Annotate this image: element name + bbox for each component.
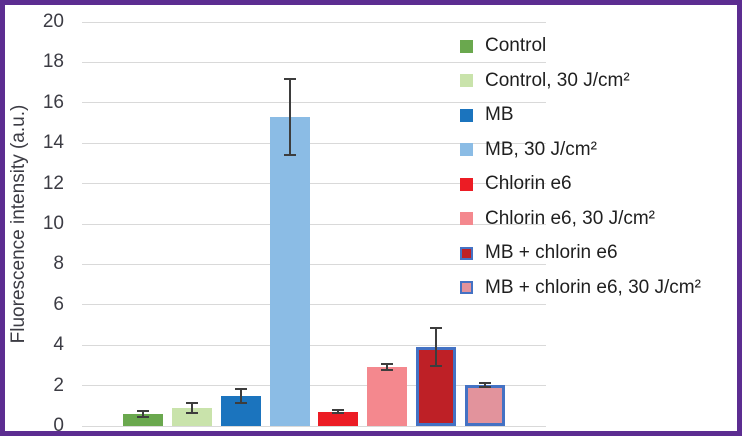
gridline	[82, 21, 546, 23]
legend-swatch	[460, 281, 473, 294]
y-tick-label: 6	[53, 293, 64, 315]
error-bar-cap	[185, 411, 198, 414]
gridline	[82, 263, 546, 265]
y-tick-label: 20	[42, 11, 64, 32]
error-bar	[435, 328, 438, 367]
bar	[318, 411, 359, 426]
error-bar-cap	[479, 381, 492, 384]
error-bar	[190, 402, 193, 413]
legend-swatch	[460, 212, 473, 225]
error-bar-cap	[283, 77, 296, 80]
error-bar-cap	[430, 365, 443, 368]
error-bar-cap	[381, 369, 394, 372]
legend-swatch	[460, 177, 473, 191]
error-bar-cap	[283, 154, 296, 157]
gridline	[82, 102, 546, 104]
error-bar-cap	[332, 412, 345, 415]
error-bar-cap	[381, 363, 394, 366]
y-tick-label: 2	[53, 374, 64, 396]
legend-item: Chlorin e6	[460, 174, 572, 194]
bar	[123, 413, 163, 426]
gridline	[82, 304, 546, 306]
error-bar-cap	[332, 409, 345, 412]
legend-item: MB, 30 J/cm²	[460, 138, 597, 160]
legend-label: Control, 30 J/cm²	[485, 69, 630, 91]
gridline	[82, 183, 546, 185]
error-bar	[142, 410, 144, 417]
legend-label: MB	[485, 104, 514, 125]
gridline	[82, 385, 546, 387]
legend-swatch	[460, 74, 473, 87]
y-tick-label: 12	[42, 172, 64, 194]
gridline	[82, 142, 546, 144]
legend-label: Control	[485, 35, 547, 56]
error-bar	[239, 388, 242, 403]
error-bar-cap	[234, 401, 247, 404]
y-tick-label: 4	[53, 334, 64, 356]
y-tick-label: 10	[42, 213, 64, 234]
error-bar-cap	[234, 387, 247, 390]
bar	[367, 367, 408, 426]
error-bar	[386, 364, 389, 371]
legend-item: Control	[460, 36, 546, 56]
legend-label: Chlorin e6, 30 J/cm²	[485, 207, 656, 229]
error-bar	[484, 382, 487, 387]
error-bar-cap	[185, 401, 198, 404]
gridline	[82, 223, 546, 225]
error-bar	[337, 410, 340, 414]
gridline	[82, 61, 546, 63]
y-tick-label: 8	[53, 253, 64, 275]
legend-swatch	[460, 108, 473, 122]
y-tick-label: 18	[42, 51, 64, 73]
legend-swatch	[460, 39, 473, 53]
y-tick-label: 16	[42, 91, 64, 113]
legend-label: MB + chlorin e6	[485, 242, 618, 263]
legend-item: MB + chlorin e6, 30 J/cm²	[460, 276, 701, 298]
legend-item: Chlorin e6, 30 J/cm²	[460, 207, 656, 229]
plot-area: 0 2 4 6 8 10 12 14 16 18 20	[5, 5, 737, 436]
error-bar-cap	[137, 409, 149, 412]
legend-item: MB	[460, 105, 514, 125]
y-tick-label: 0	[53, 415, 64, 436]
legend-label: MB, 30 J/cm²	[485, 138, 597, 160]
y-tick-label: 14	[42, 132, 64, 154]
legend-label: Chlorin e6	[485, 173, 572, 194]
legend: Control Control, 30 J/cm² MB MB, 30 J/cm² Ch…	[5, 5, 737, 431]
gridline	[82, 344, 546, 346]
error-bar-cap	[430, 327, 443, 330]
legend-swatch	[460, 143, 473, 156]
legend-swatch	[460, 246, 473, 260]
error-bar-cap	[137, 415, 149, 418]
error-bar-cap	[479, 385, 492, 388]
error-bar	[288, 78, 291, 156]
bar	[171, 407, 212, 426]
legend-item: Control, 30 J/cm²	[460, 69, 630, 91]
legend-item: MB + chlorin e6	[460, 243, 618, 263]
gridline	[82, 425, 546, 427]
bar	[269, 116, 310, 426]
legend-label: MB + chlorin e6, 30 J/cm²	[485, 276, 701, 298]
